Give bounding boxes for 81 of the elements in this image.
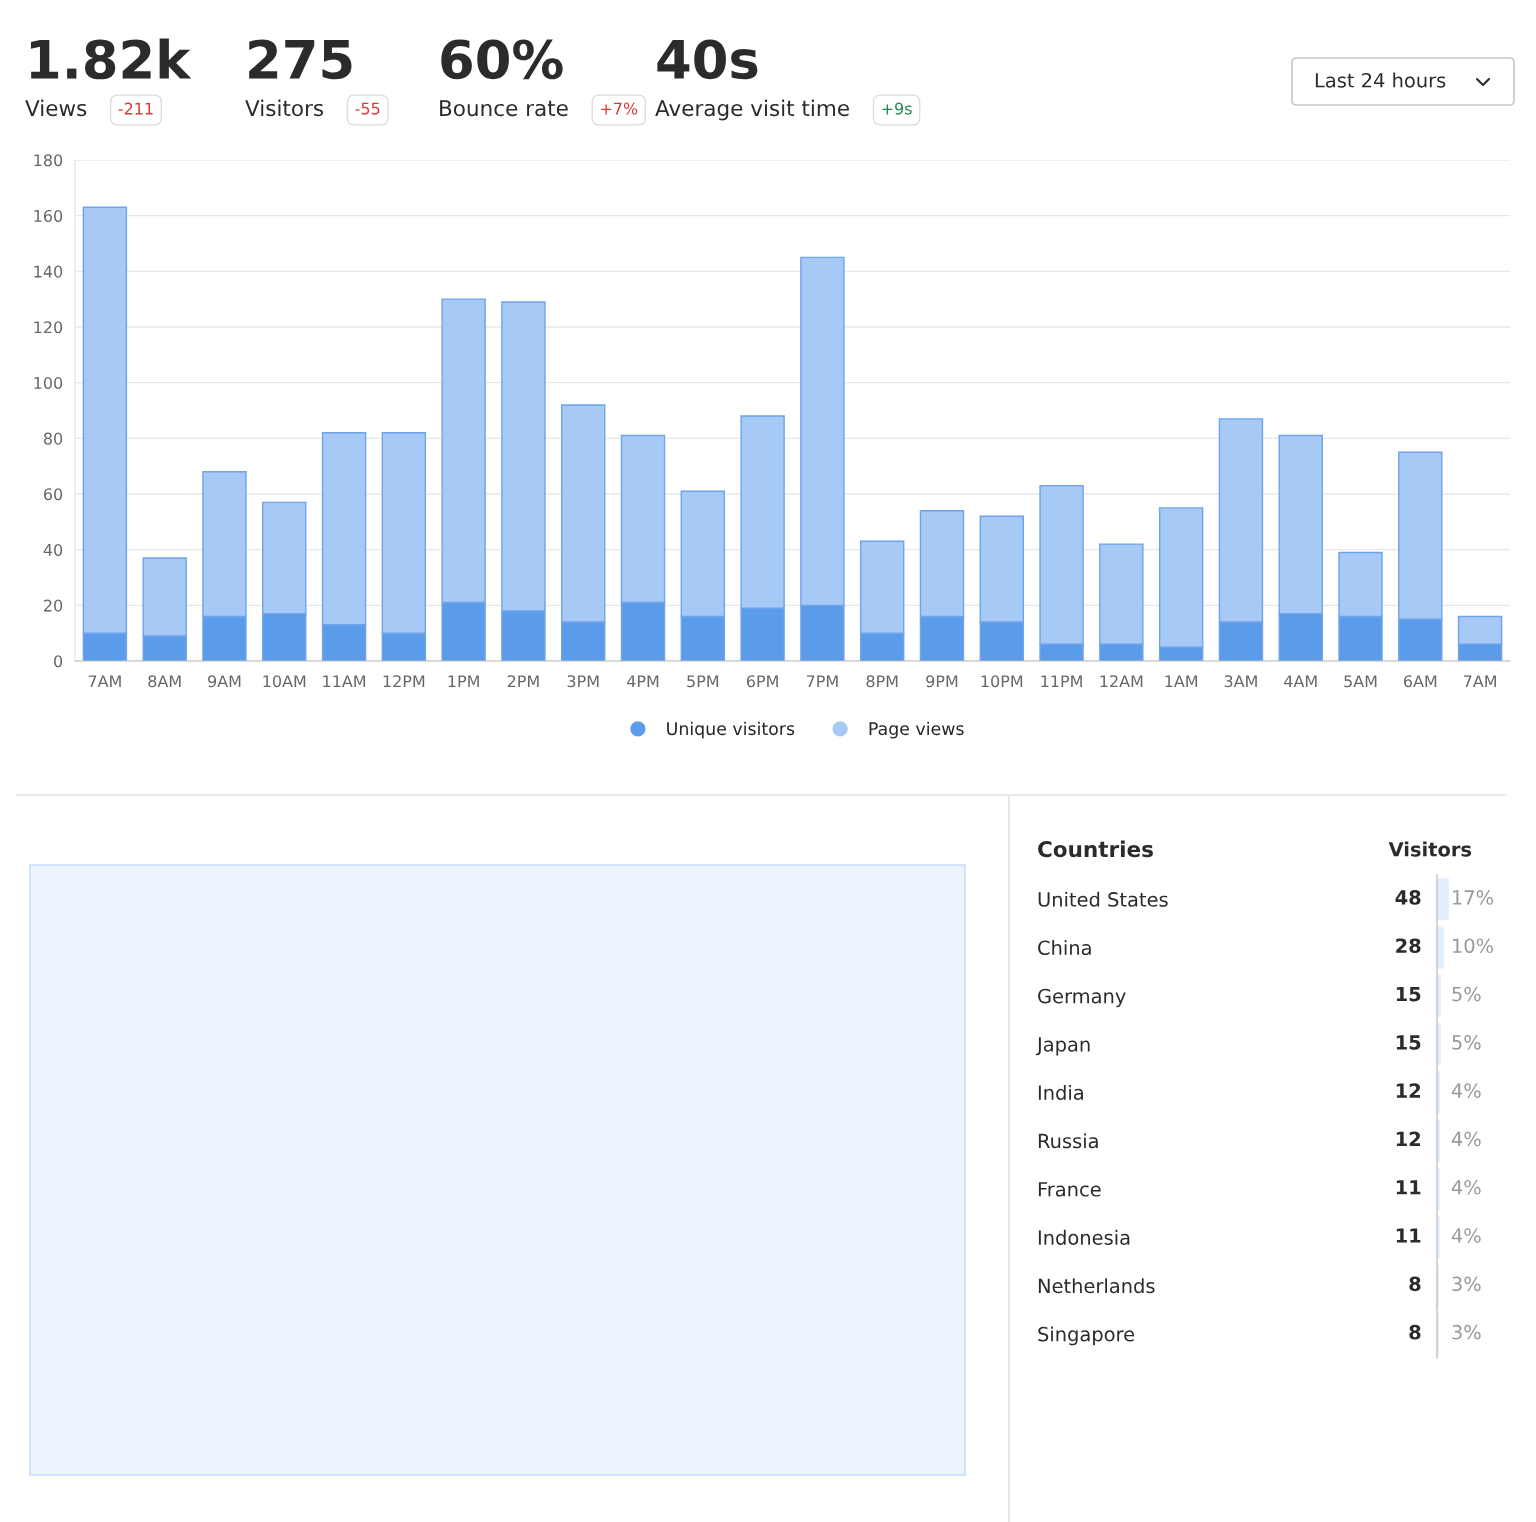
x-tick-label: 7AM <box>1463 675 1496 688</box>
y-tick-label: 40 <box>43 543 63 556</box>
y-tick-label: France <box>1038 1182 1101 1197</box>
legend-label: Unique visitors <box>667 721 795 739</box>
data-label: 15 <box>1396 986 1421 1002</box>
text: 1.82k <box>30 38 192 80</box>
text: 3% <box>1452 1276 1481 1292</box>
data-label: 11 <box>1396 1180 1421 1195</box>
text: 275 <box>249 39 352 80</box>
x-tick-label: 11AM <box>323 675 366 688</box>
x-tick-label: 5PM <box>687 675 719 688</box>
y-tick-label: Indonesia <box>1038 1229 1130 1245</box>
x-tick-label: 5AM <box>1344 675 1377 688</box>
text: 60% <box>441 39 563 80</box>
y-tick-label: 120 <box>34 321 63 334</box>
y-tick-label: Japan <box>1035 1037 1090 1056</box>
y-tick-label: 160 <box>34 209 63 222</box>
x-tick-label: 6PM <box>746 675 778 688</box>
text: 4% <box>1451 1179 1481 1195</box>
text: Last 24 hours <box>1315 72 1446 88</box>
y-tick-label: Netherlands <box>1038 1278 1155 1294</box>
y-tick-label: China <box>1038 940 1091 956</box>
x-tick-label: 4AM <box>1284 675 1317 688</box>
text: +7% <box>601 102 638 115</box>
legend-label: Page views <box>869 721 964 739</box>
x-tick-label: 11PM <box>1041 675 1082 688</box>
text: 4% <box>1451 1083 1481 1098</box>
x-tick-label: 12PM <box>383 675 425 688</box>
x-tick-label: 7PM <box>806 675 838 688</box>
x-tick-label: 3AM <box>1224 675 1257 688</box>
data-label: 12 <box>1396 1131 1421 1147</box>
x-tick-label: 4PM <box>627 675 659 688</box>
y-tick-label: 180 <box>34 154 63 167</box>
x-tick-label: 7AM <box>88 675 121 688</box>
x-tick-label: 1AM <box>1165 675 1198 688</box>
x-tick-label: 3PM <box>567 675 599 688</box>
y-tick-label: 80 <box>43 432 63 445</box>
data-label: 8 <box>1409 1324 1421 1340</box>
text: -55 <box>355 102 380 115</box>
text: -211 <box>118 102 153 115</box>
data-label: 28 <box>1396 938 1421 954</box>
text: 5% <box>1452 986 1481 1002</box>
text: 17% <box>1453 890 1494 905</box>
data-label: 48 <box>1395 890 1421 905</box>
category-label: Average visit time <box>655 99 849 121</box>
category-label: Bounce rate <box>440 100 568 117</box>
data-label: 15 <box>1396 1035 1421 1050</box>
y-tick-label: 0 <box>54 655 63 668</box>
y-tick-label: 20 <box>44 599 63 612</box>
x-tick-label: 8PM <box>866 675 898 688</box>
y-tick-label: Singapore <box>1038 1326 1135 1346</box>
text: 3% <box>1452 1324 1481 1340</box>
category-label: Views <box>25 99 87 117</box>
y-tick-label: 60 <box>43 488 63 501</box>
x-tick-label: 2PM <box>507 675 539 688</box>
y-tick-label: 140 <box>34 265 63 278</box>
text: 4% <box>1451 1131 1481 1147</box>
y-tick-label: Russia <box>1038 1133 1098 1149</box>
text: +9s <box>882 102 912 115</box>
data-label: 11 <box>1396 1228 1421 1243</box>
y-tick-label: United States <box>1038 891 1168 907</box>
x-tick-label: 6AM <box>1403 675 1437 688</box>
x-tick-label: 9PM <box>926 675 958 688</box>
text: 10% <box>1453 938 1494 954</box>
x-tick-label: 9AM <box>208 675 241 688</box>
data-label: 8 <box>1409 1276 1421 1292</box>
x-tick-label: 1PM <box>448 675 479 688</box>
x-tick-label: 10PM <box>981 675 1023 688</box>
text: 40s <box>657 39 758 80</box>
y-tick-label: 100 <box>34 376 63 389</box>
x-tick-label: 10AM <box>263 675 306 688</box>
y-tick-label: Germany <box>1038 988 1126 1008</box>
text: Countries <box>1038 840 1153 858</box>
x-tick-label: 8AM <box>148 675 181 688</box>
series-label: Visitors <box>1388 841 1472 857</box>
data-label: 12 <box>1396 1083 1421 1098</box>
y-tick-label: India <box>1038 1084 1083 1101</box>
text: 5% <box>1452 1034 1481 1050</box>
text: 4% <box>1451 1228 1481 1243</box>
category-label: Visitors <box>245 99 324 117</box>
x-tick-label: 12AM <box>1100 675 1143 688</box>
